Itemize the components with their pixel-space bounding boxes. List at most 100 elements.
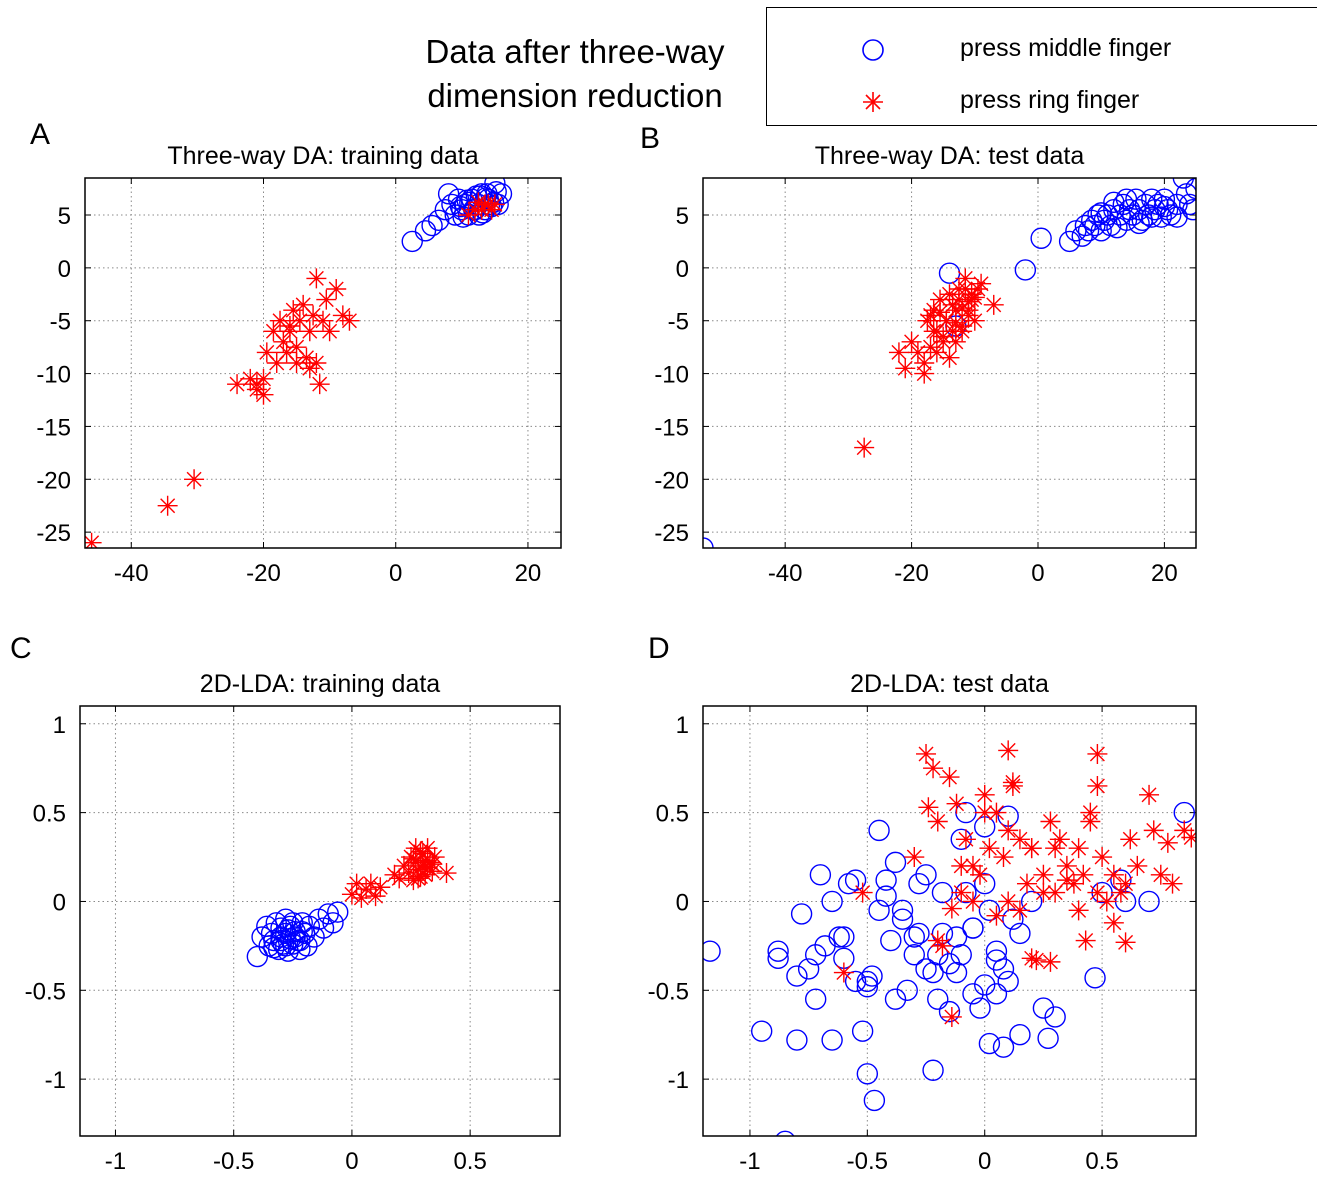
data-layer — [85, 178, 513, 548]
x-tick-label: 0 — [978, 1148, 991, 1175]
data-point-asterisk — [184, 469, 205, 490]
data-point-circle — [950, 944, 972, 966]
data-point-asterisk — [1021, 948, 1042, 969]
data-point-asterisk — [930, 302, 951, 323]
data-point-asterisk — [415, 864, 436, 885]
data-point-asterisk — [998, 891, 1019, 912]
data-point-asterisk — [964, 287, 985, 308]
data-point-circle — [1153, 195, 1176, 218]
data-point-asterisk — [951, 882, 972, 903]
data-point-circle — [856, 1063, 879, 1085]
data-point-circle — [414, 220, 437, 242]
data-point-asterisk — [942, 294, 963, 315]
data-point-circle — [767, 940, 789, 962]
data-point-circle — [896, 979, 918, 1001]
data-point-asterisk — [332, 305, 353, 326]
data-point-asterisk — [403, 848, 424, 869]
data-point-circle — [434, 199, 457, 221]
data-point-asterisk — [481, 199, 502, 220]
data-point-asterisk — [888, 342, 909, 363]
x-tick-label: 0 — [1031, 560, 1044, 587]
data-point-asterisk — [1016, 873, 1037, 894]
data-point-circle — [327, 901, 349, 923]
data-point-asterisk — [246, 374, 267, 395]
axes-frame — [84, 177, 562, 549]
y-tick-label: -25 — [654, 520, 689, 547]
data-point-asterisk — [1075, 930, 1096, 951]
data-point-asterisk — [941, 898, 962, 919]
data-point-asterisk — [283, 300, 304, 321]
data-point-asterisk — [1096, 891, 1117, 912]
data-point-circle — [703, 940, 721, 962]
data-point-circle — [884, 851, 907, 874]
data-point-circle — [447, 188, 470, 210]
data-point-asterisk — [85, 532, 102, 548]
data-point-asterisk — [933, 326, 954, 347]
data-point-asterisk — [1026, 950, 1047, 971]
data-point-asterisk — [422, 854, 443, 875]
chart-panel-b: -40 -20 0 20 -25 -20 -15 -10 -5 0 5 Three-way DA: t… — [654, 142, 1197, 587]
y-tick-label: 0 — [676, 256, 689, 283]
chart-title: Three-way DA: test data — [815, 142, 1085, 170]
data-point-asterisk — [958, 305, 979, 326]
data-point-circle — [804, 944, 827, 966]
x-tick-label: -1 — [105, 1148, 126, 1175]
data-point-asterisk — [1056, 855, 1077, 876]
data-point-asterisk — [270, 310, 291, 331]
data-point-asterisk — [1009, 900, 1030, 921]
data-point-circle — [1058, 230, 1081, 253]
y-tick-label: 0 — [58, 256, 71, 283]
x-tick-label: -1 — [739, 1148, 760, 1175]
data-point-asterisk — [365, 886, 386, 907]
data-point-circle — [938, 952, 961, 975]
chart-title: 2D-LDA: test data — [850, 670, 1049, 698]
panel-letter-c: C — [10, 632, 32, 665]
data-point-asterisk — [927, 811, 948, 832]
data-point-circle — [1172, 178, 1195, 189]
chart-title: Three-way DA: training data — [167, 142, 478, 170]
data-point-asterisk — [253, 368, 274, 389]
data-point-circle — [821, 890, 843, 913]
data-point-circle — [1009, 1024, 1031, 1046]
data-point-circle — [1115, 188, 1138, 210]
data-point-asterisk — [1087, 775, 1108, 796]
x-tick-label: -0.5 — [847, 1148, 888, 1175]
data-point-asterisk — [998, 740, 1019, 761]
data-point-circle — [997, 970, 1019, 993]
data-point-asterisk — [945, 312, 966, 333]
data-point-circle — [856, 976, 879, 998]
data-point-asterisk — [299, 321, 320, 342]
data-point-asterisk — [436, 863, 457, 884]
data-point-asterisk — [403, 870, 424, 891]
data-point-circle — [821, 1029, 843, 1051]
data-point-circle — [974, 872, 996, 895]
legend-circle-marker — [862, 39, 884, 61]
data-point-asterisk — [964, 310, 985, 331]
data-point-circle — [485, 181, 507, 203]
data-point-circle — [1103, 191, 1125, 214]
data-point-asterisk — [854, 437, 875, 458]
data-point-asterisk — [939, 284, 960, 305]
data-point-asterisk — [474, 194, 495, 215]
data-point-asterisk — [1045, 838, 1066, 859]
data-point-circle — [775, 1130, 795, 1136]
x-tick-label: -20 — [894, 560, 929, 587]
data-point-asterisk — [923, 321, 944, 342]
data-point-circle — [1141, 188, 1163, 210]
data-point-asterisk — [914, 353, 935, 373]
data-point-asterisk — [293, 294, 314, 315]
data-point-asterisk — [974, 802, 995, 823]
y-tick-label: -15 — [654, 414, 689, 441]
data-point-asterisk — [1073, 864, 1094, 885]
data-point-asterisk — [303, 305, 324, 326]
data-point-asterisk — [1092, 847, 1113, 868]
data-point-circle — [1020, 890, 1043, 913]
data-point-asterisk — [313, 310, 333, 331]
data-point-asterisk — [1033, 882, 1054, 903]
y-tick-label: 1 — [53, 712, 66, 739]
data-point-asterisk — [309, 374, 330, 395]
data-point-circle — [891, 899, 914, 922]
data-point-asterisk — [319, 321, 340, 342]
data-point-asterisk — [970, 864, 991, 885]
data-point-circle — [750, 1020, 773, 1042]
